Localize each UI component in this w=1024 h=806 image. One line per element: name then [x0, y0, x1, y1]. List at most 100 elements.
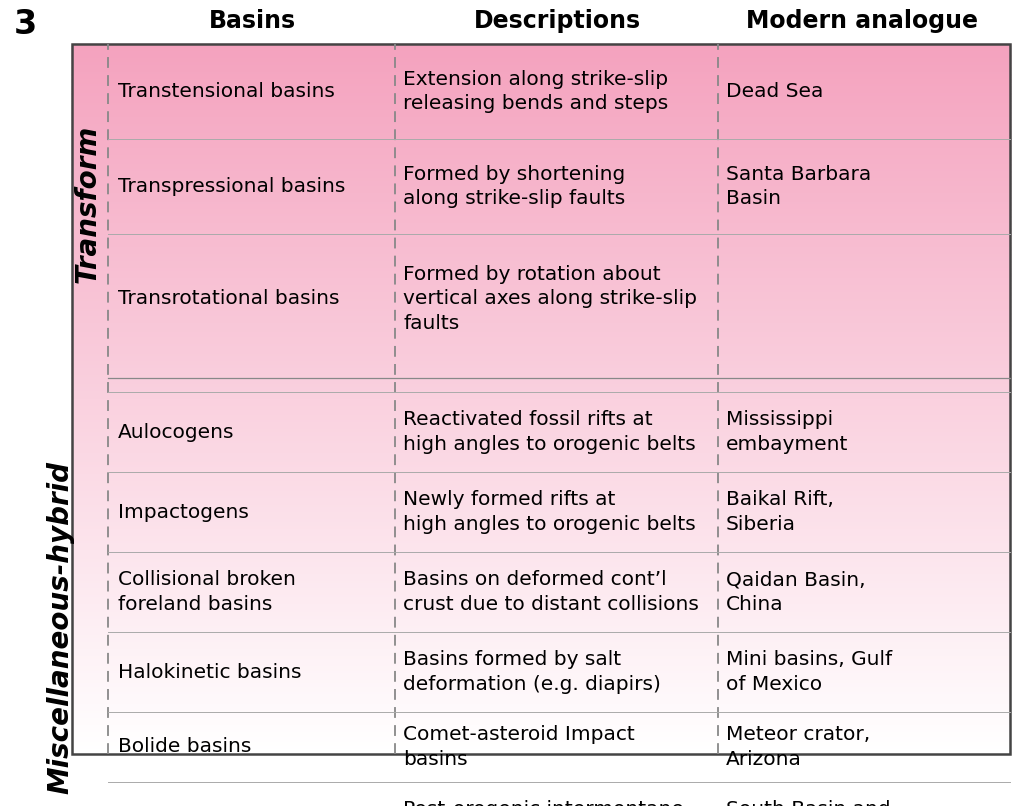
Bar — [72, 60, 1010, 63]
Bar — [72, 505, 1010, 508]
Bar — [72, 618, 1010, 621]
Bar — [72, 58, 1010, 60]
Bar — [72, 536, 1010, 538]
Bar — [72, 467, 1010, 470]
Bar — [72, 91, 1010, 93]
Bar — [72, 609, 1010, 612]
Bar — [72, 623, 1010, 626]
Bar — [72, 200, 1010, 202]
Bar — [72, 325, 1010, 328]
Bar — [72, 309, 1010, 311]
Bar — [72, 251, 1010, 255]
Bar — [72, 692, 1010, 695]
Bar — [72, 621, 1010, 624]
Bar — [72, 98, 1010, 101]
Text: Formed by rotation about
vertical axes along strike-slip
faults: Formed by rotation about vertical axes a… — [403, 265, 697, 333]
Bar — [72, 372, 1010, 376]
Bar — [72, 476, 1010, 480]
Bar — [72, 360, 1010, 364]
Bar — [72, 129, 1010, 131]
Bar — [72, 181, 1010, 184]
Bar — [72, 491, 1010, 493]
Bar — [72, 318, 1010, 321]
Bar — [72, 597, 1010, 600]
Bar — [72, 392, 1010, 394]
Bar — [72, 216, 1010, 219]
Bar — [72, 287, 1010, 290]
Bar — [72, 245, 1010, 247]
Text: Formed by shortening
along strike-slip faults: Formed by shortening along strike-slip f… — [403, 165, 626, 208]
Bar — [72, 654, 1010, 657]
Bar — [72, 327, 1010, 330]
Bar — [72, 314, 1010, 316]
Bar — [72, 311, 1010, 314]
Bar — [72, 363, 1010, 366]
Bar — [72, 562, 1010, 565]
Bar — [72, 472, 1010, 475]
Bar — [72, 668, 1010, 671]
Bar — [72, 749, 1010, 752]
Bar — [72, 614, 1010, 617]
Bar — [72, 195, 1010, 197]
Bar — [72, 276, 1010, 278]
Bar — [72, 119, 1010, 122]
Bar — [72, 330, 1010, 333]
Bar — [72, 81, 1010, 85]
Bar — [72, 117, 1010, 120]
Bar — [72, 46, 1010, 48]
Bar — [72, 155, 1010, 158]
Bar — [72, 422, 1010, 425]
Text: Mini basins, Gulf
of Mexico: Mini basins, Gulf of Mexico — [726, 650, 892, 694]
Text: Bolide basins: Bolide basins — [118, 737, 251, 757]
Bar — [72, 671, 1010, 674]
Bar — [72, 430, 1010, 432]
Bar — [72, 403, 1010, 406]
Bar — [72, 243, 1010, 245]
Bar — [72, 351, 1010, 354]
Text: Post-orogenic intermontane
basins: Post-orogenic intermontane basins — [403, 800, 684, 806]
Bar — [72, 543, 1010, 546]
Text: Transrotational basins: Transrotational basins — [118, 289, 340, 309]
Bar — [72, 453, 1010, 456]
Bar — [72, 521, 1010, 525]
Bar — [72, 588, 1010, 591]
Bar — [72, 666, 1010, 669]
Bar — [72, 555, 1010, 558]
Bar — [72, 172, 1010, 174]
Bar — [72, 268, 1010, 271]
Bar — [72, 650, 1010, 652]
Bar — [72, 69, 1010, 73]
Bar — [72, 545, 1010, 548]
Bar — [72, 84, 1010, 86]
Bar — [72, 51, 1010, 53]
Bar — [72, 635, 1010, 638]
Text: Descriptions: Descriptions — [473, 9, 641, 33]
Text: Qaidan Basin,
China: Qaidan Basin, China — [726, 571, 865, 613]
Bar — [72, 550, 1010, 553]
Bar — [72, 711, 1010, 714]
Bar — [72, 53, 1010, 56]
Bar — [72, 576, 1010, 579]
Bar — [72, 625, 1010, 629]
Bar — [72, 285, 1010, 288]
Bar — [72, 451, 1010, 454]
Bar — [72, 441, 1010, 444]
Bar — [72, 292, 1010, 295]
Bar — [72, 135, 1010, 139]
Bar — [72, 278, 1010, 280]
Bar — [72, 322, 1010, 326]
Bar — [72, 486, 1010, 489]
Bar — [72, 479, 1010, 482]
Bar — [72, 356, 1010, 359]
Bar — [72, 48, 1010, 51]
Bar — [72, 496, 1010, 498]
Bar — [72, 463, 1010, 465]
Bar — [72, 321, 1010, 323]
Bar — [72, 131, 1010, 134]
Bar — [72, 436, 1010, 439]
Bar — [72, 557, 1010, 560]
Bar — [72, 64, 1010, 68]
Bar — [72, 652, 1010, 654]
Bar — [72, 559, 1010, 563]
Bar — [72, 389, 1010, 392]
